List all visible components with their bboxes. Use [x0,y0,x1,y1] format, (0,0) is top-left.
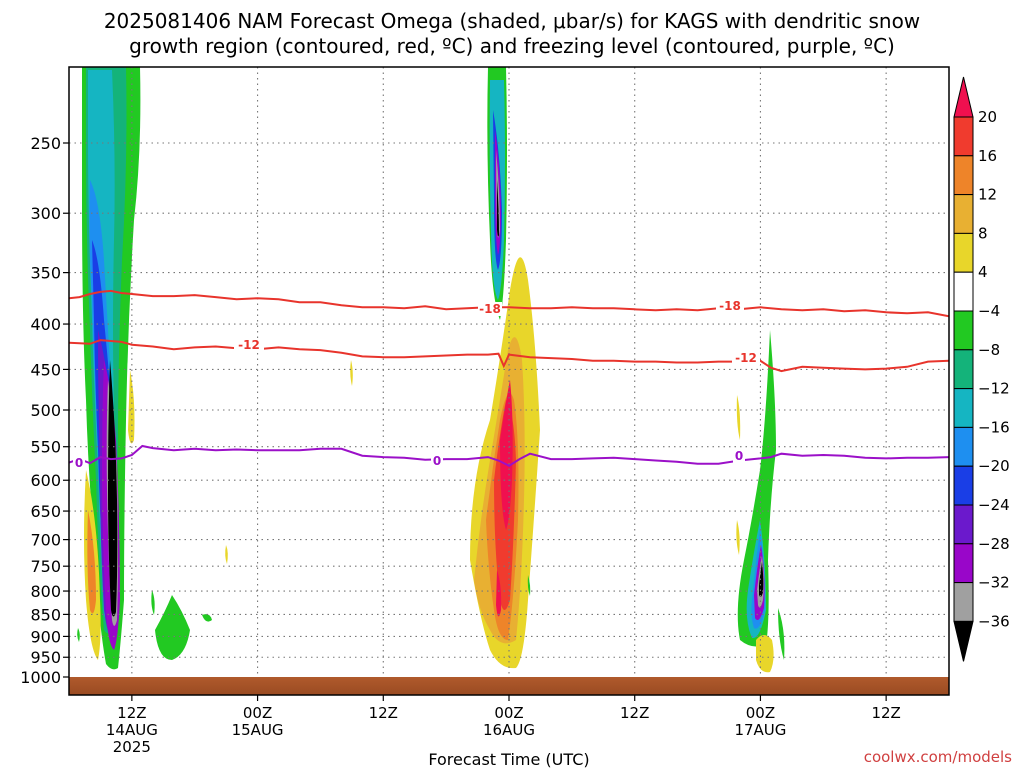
y-tick-label-900: 900 [30,627,61,646]
colorbar-segment-5 [953,271,974,312]
colorbar-segment-7 [953,349,974,390]
omega-area-yellow-right2 [736,395,741,440]
ground-surface [69,677,949,695]
x-tick-label-30: 12Z [369,704,398,722]
y-tick-label-800: 800 [30,582,61,601]
omega-area-yellow-patch1 [225,545,228,564]
colorbar-label-3: 8 [978,224,988,242]
y-tick-label-750: 750 [30,557,61,576]
x-tick-label-6: 12Z [117,704,146,722]
contour-label-neg12-a: -12 [238,338,260,352]
colorbar-segment-3 [953,194,974,234]
omega-area-pink-mid [500,380,513,530]
colorbar-segment-1 [953,116,974,157]
x-tick-label-18: 00Z [243,704,272,722]
omega-area-yellow-right [756,635,774,673]
y-tick-label-600: 600 [30,471,61,490]
x-tick-label-66: 00Z [746,704,775,722]
omega-area-green-right [737,330,776,647]
y-axis: 250 300 350 400 450 500 550 600 650 700 750 800 850 9… [20,134,69,687]
colorbar-segment-13 [953,582,974,622]
colorbar-label-5: −4 [978,302,1000,320]
colorbar-label-2: 12 [978,186,997,204]
colorbar: 20 16 12 8 4 −4 −8 −12 −16 −20 −24 −28 −32 −36 [953,76,1010,662]
omega-area-green-patch3 [202,614,212,622]
y-tick-label-550: 550 [30,438,61,457]
y-tick-label-650: 650 [30,502,61,521]
omega-area-black-mid [497,180,499,237]
colorbar-segment-12 [953,543,974,584]
x-tick-date-66: 17AUG [734,721,786,739]
omega-area-green-right-patch [778,608,785,660]
colorbar-label-8: −16 [978,418,1010,436]
y-tick-label-250: 250 [30,134,61,153]
colorbar-segment-2 [953,155,974,196]
contour-label-zero-b: 0 [433,454,441,468]
colorbar-segment-9 [953,426,974,467]
isotherm-line-0 [69,289,949,318]
colorbar-label-6: −8 [978,341,1000,359]
colorbar-bottom-arrow [953,620,974,662]
colorbar-label-12: −32 [978,574,1010,592]
isotherm-line-2 [69,444,949,467]
colorbar-label-0: 20 [978,108,997,126]
omega-area-orange-left [87,510,96,614]
colorbar-label-13: −36 [978,612,1010,630]
x-tick-label-42: 00Z [494,704,523,722]
y-tick-label-1000: 1000 [20,668,61,687]
omega-area-yellow-left2 [128,370,135,444]
x-tick-date-6: 14AUG [106,721,158,739]
colorbar-label-10: −24 [978,496,1010,514]
x-tick-date-42: 16AUG [483,721,535,739]
colorbar-label-7: −12 [978,380,1010,398]
omega-area-black-right [759,562,764,597]
x-axis-title: Forecast Time (UTC) [428,750,589,768]
omega-shading [77,67,785,673]
colorbar-label-1: 16 [978,147,997,165]
y-tick-label-350: 350 [30,264,61,283]
colorbar-segment-8 [953,388,974,428]
y-tick-label-400: 400 [30,315,61,334]
colorbar-label-11: −28 [978,535,1010,553]
x-tick-year-6: 2025 [113,738,151,756]
omega-area-yellow-patch2 [350,360,353,386]
colorbar-segment-6 [953,310,974,351]
y-tick-label-300: 300 [30,204,61,223]
contour-label-zero-c: 0 [735,449,743,463]
contour-label-group: -18 -18 -12 -12 0 0 0 [73,299,760,470]
contour-label-neg18-a: -18 [479,302,501,316]
y-tick-label-950: 950 [30,648,61,667]
colorbar-top-arrow [953,76,974,118]
omega-area-green-patch2 [151,590,155,615]
colorbar-label-9: −20 [978,457,1010,475]
omega-area-pink-mid2 [496,570,502,617]
chart-title-line1: 2025081406 NAM Forecast Omega (shaded, μ… [104,9,920,33]
colorbar-segment-10 [953,465,974,506]
x-tick-date-18: 15AUG [232,721,284,739]
isotherm-contours [69,289,949,467]
credit-text: coolwx.com/models [864,748,1012,766]
y-tick-label-850: 850 [30,605,61,624]
chart-title-line2: growth region (contoured, red, ºC) and f… [129,34,895,58]
contour-label-zero-a: 0 [75,456,83,470]
isotherm-line-1 [69,339,949,373]
omega-area-green-patch1 [155,595,190,660]
omega-area-yellow-right3 [736,520,740,555]
contour-label-neg18-b: -18 [719,299,741,313]
omega-area-green-mid-patch [527,575,531,596]
colorbar-segment-4 [953,232,974,273]
contour-label-neg12-b: -12 [735,351,757,365]
x-tick-label-78: 12Z [871,704,900,722]
x-tick-label-54: 12Z [620,704,649,722]
colorbar-label-4: 4 [978,263,988,281]
y-tick-label-500: 500 [30,401,61,420]
y-tick-label-450: 450 [30,360,61,379]
y-tick-label-700: 700 [30,531,61,550]
colorbar-segment-11 [953,504,974,545]
grid-lines [69,67,949,695]
omega-area-green-patch4 [77,628,80,642]
omega-area-black-left [108,360,118,617]
